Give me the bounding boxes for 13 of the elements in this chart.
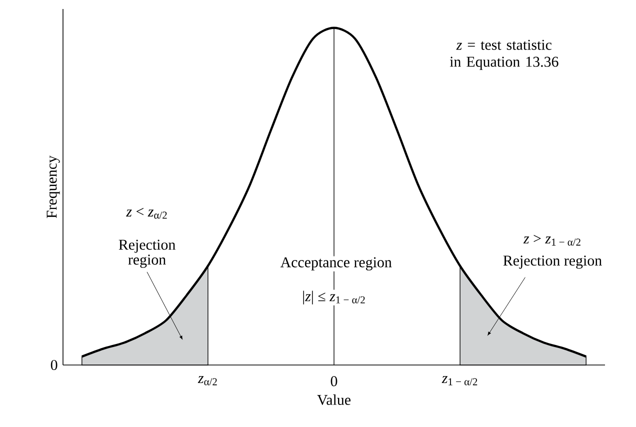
- x-tick-label: z$_{1 − α/2}$: [442, 376, 478, 386]
- annotation: z > z$_{1 − α/2}$: [523, 234, 580, 246]
- text: 0: [50, 360, 58, 370]
- x-tick-label: z$_{α/2}$: [198, 376, 217, 386]
- annotation: z < z$_{α/2}$: [126, 208, 167, 219]
- x-tick-label: 0: [330, 376, 338, 386]
- y-axis-title: Frequency: [46, 156, 60, 218]
- annotation: |z| ≤ z$_{1 − α/2}$: [303, 290, 365, 304]
- annotation: Acceptance region: [280, 257, 392, 270]
- annotation: Rejection region: [503, 256, 602, 269]
- x-axis-title: Value: [317, 394, 351, 406]
- annotation: Rejection region: [118, 240, 176, 268]
- annotation: z = test statistic in Equation 13.36: [450, 40, 558, 70]
